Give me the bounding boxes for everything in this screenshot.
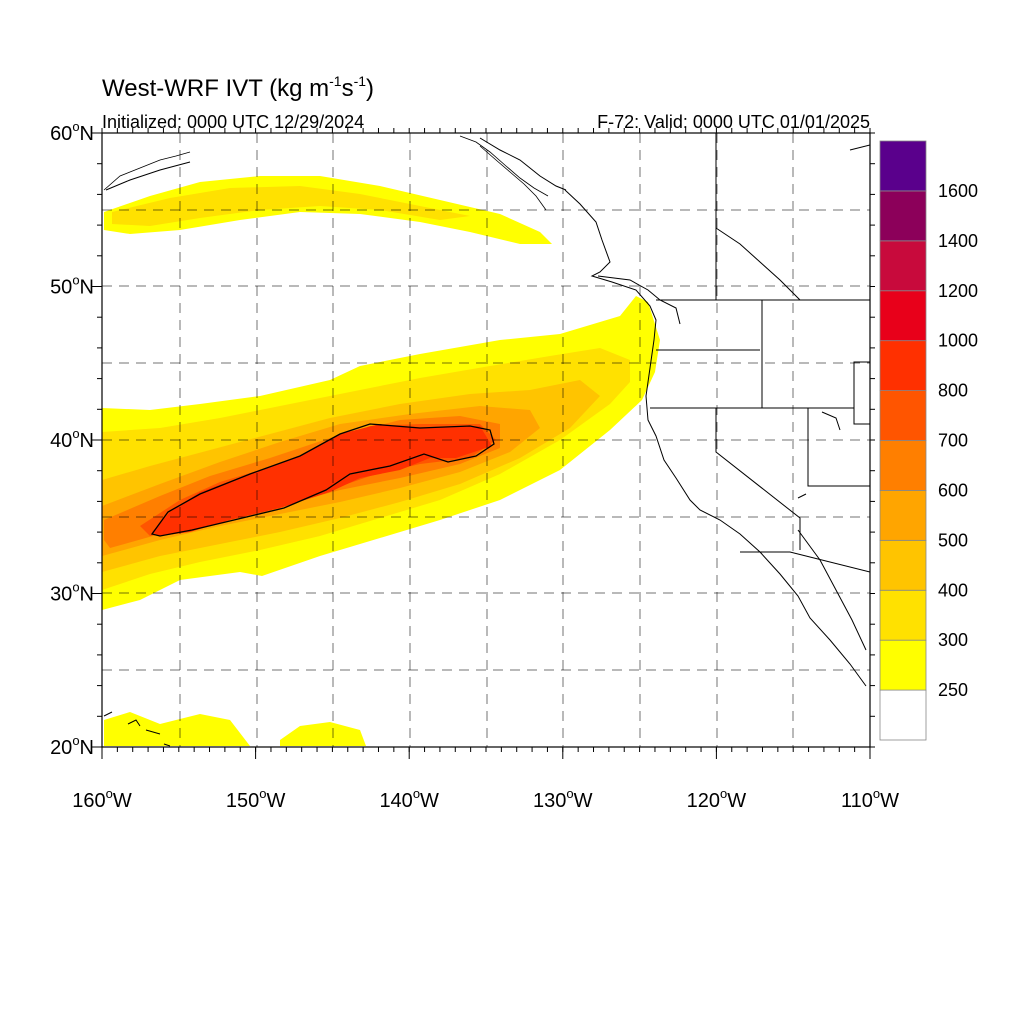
colorbar-label: 250 xyxy=(938,680,968,700)
colorbar-swatch xyxy=(879,240,927,292)
colorbar-swatch xyxy=(879,140,927,192)
colorbar-swatch xyxy=(879,639,927,691)
lat-tick-label: 60oN xyxy=(50,119,94,145)
colorbar-swatch xyxy=(879,390,927,441)
colorbar-label: 1000 xyxy=(938,331,978,351)
lon-tick-label: 160oW xyxy=(72,786,132,812)
lon-tick-label: 130oW xyxy=(533,786,593,812)
map-title: West-WRF IVT (kg m-1s-1) xyxy=(102,73,374,102)
ivt-contour-800 xyxy=(152,424,492,536)
colorbar-label: 300 xyxy=(938,630,968,650)
lon-tick-label: 140oW xyxy=(379,786,439,812)
colorbar-label: 700 xyxy=(938,431,968,451)
ivt-contour-line-800 xyxy=(150,423,495,537)
colorbar-swatch xyxy=(879,689,927,741)
lat-tick-label: 20oN xyxy=(50,733,94,759)
state-borders xyxy=(650,133,870,573)
ivt-contour-250-south xyxy=(104,712,366,746)
valid-time-label: F-72: Valid: 0000 UTC 01/01/2025 xyxy=(597,112,870,132)
lon-tick-label: 110oW xyxy=(841,786,899,812)
colorbar-label: 400 xyxy=(938,580,968,600)
colorbar-label: 600 xyxy=(938,480,968,500)
lat-tick-label: 50oN xyxy=(50,273,94,299)
alaska-coast xyxy=(103,135,549,211)
ivt-contour-300-north xyxy=(112,186,470,226)
lat-tick-label: 30oN xyxy=(50,580,94,606)
init-time-label: Initialized: 0000 UTC 12/29/2024 xyxy=(102,112,364,132)
colorbar-swatch xyxy=(879,190,927,242)
colorbar-swatch xyxy=(879,290,927,342)
coastlines xyxy=(103,137,870,747)
colorbar-label: 1600 xyxy=(938,181,978,201)
ivt-shaded-field xyxy=(102,176,660,746)
longitude-axis: 160oW 150oW 140oW 130oW 120oW 110oW xyxy=(72,747,899,812)
colorbar-label: 1400 xyxy=(938,231,978,251)
colorbar-label: 800 xyxy=(938,381,968,401)
lon-tick-label: 120oW xyxy=(687,786,747,812)
colorbar-swatch xyxy=(879,490,927,541)
ivt-colorbar: 250 300 400 500 600 700 800 1000 1200 1400 1600 xyxy=(879,140,978,741)
latitude-axis: 60oN 50oN 40oN 30oN 20oN xyxy=(50,119,102,759)
colorbar-label: 1200 xyxy=(938,281,978,301)
lat-tick-label: 40oN xyxy=(50,426,94,452)
minor-ticks xyxy=(97,128,875,752)
colorbar-swatch xyxy=(879,539,927,591)
colorbar-swatch xyxy=(879,589,927,641)
colorbar-swatch xyxy=(879,340,927,391)
colorbar-swatch xyxy=(879,440,927,491)
colorbar-label: 500 xyxy=(938,530,968,550)
lon-tick-label: 150oW xyxy=(226,786,286,812)
graticule-lines xyxy=(102,133,870,747)
